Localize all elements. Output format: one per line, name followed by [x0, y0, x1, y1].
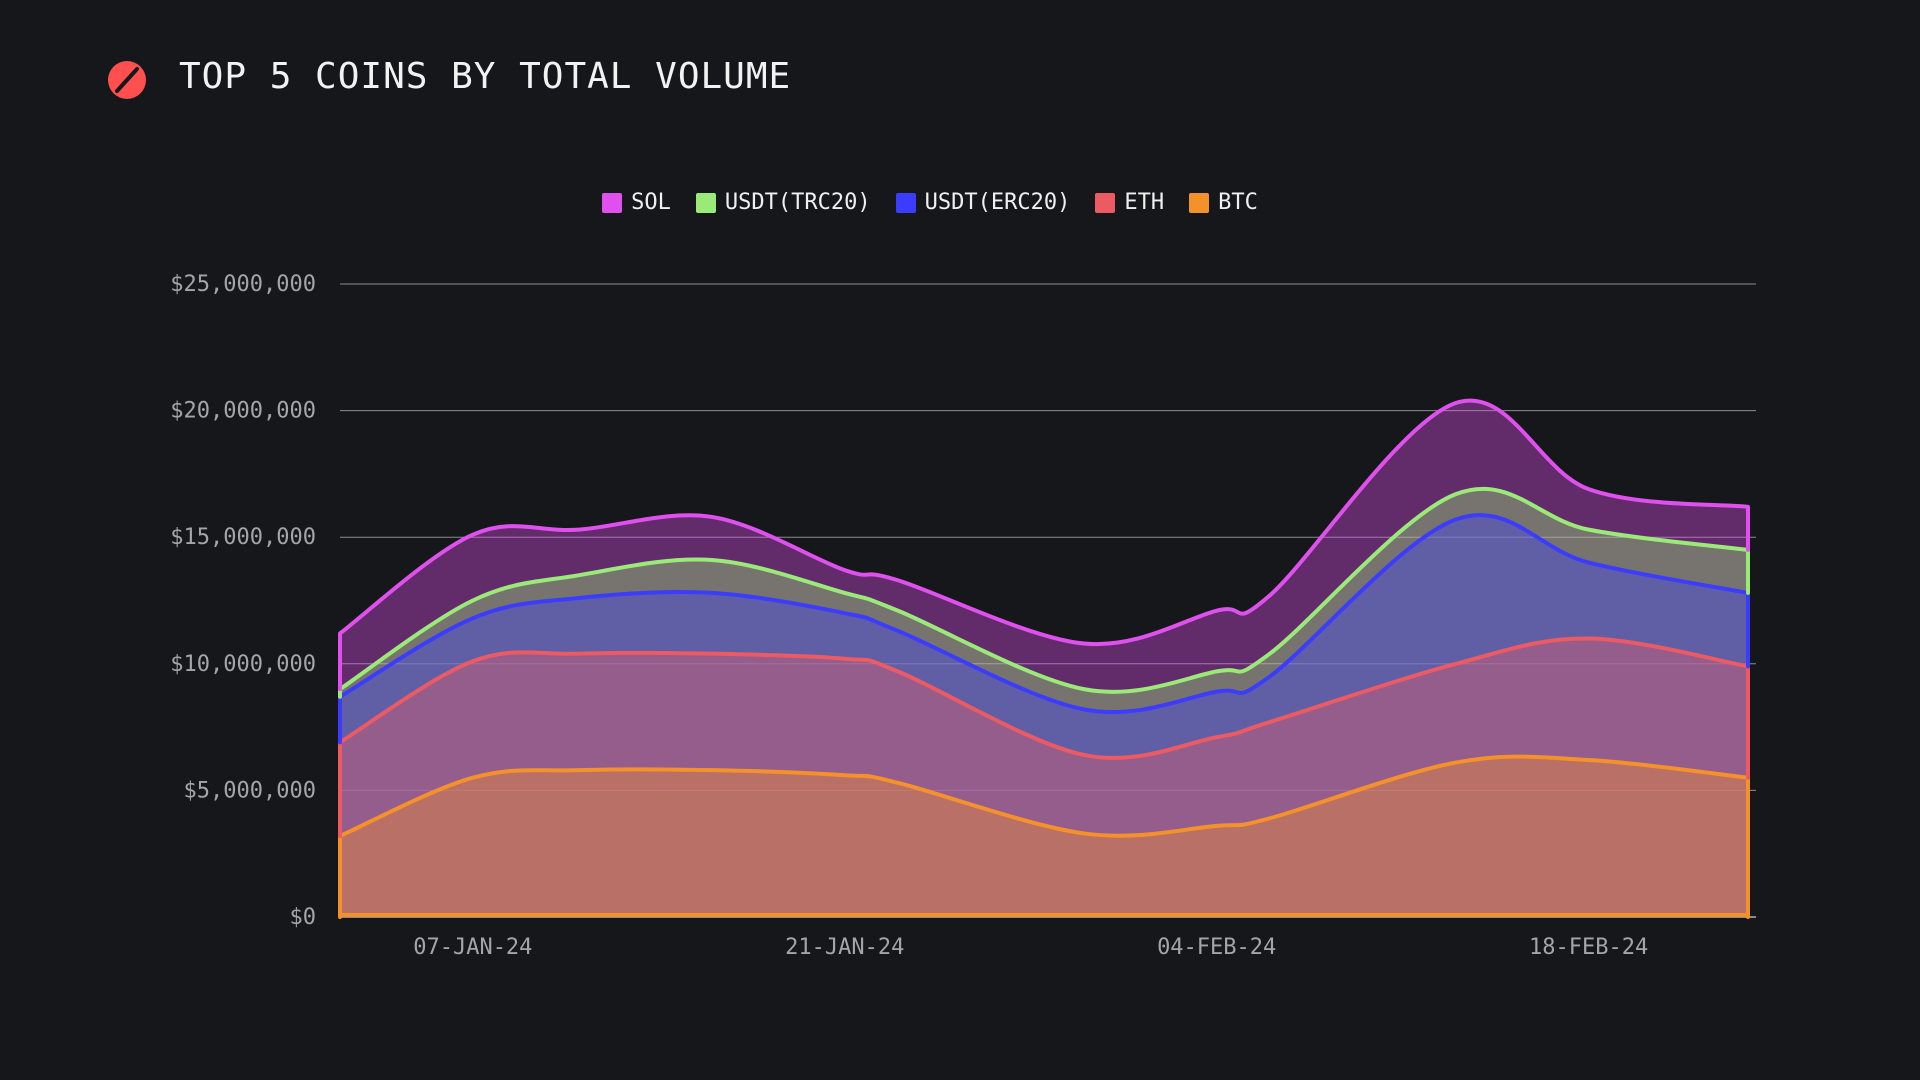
- x-tick-label: 04-FEB-24: [1157, 935, 1276, 960]
- legend-item[interactable]: USDT(TRC20): [695, 190, 871, 215]
- y-tick-label: $0: [290, 905, 317, 930]
- y-tick-label: $25,000,000: [170, 272, 316, 297]
- area-fill-usdt-erc20-: [340, 515, 1748, 917]
- chart-legend: SOL USDT(TRC20) USDT(ERC20) ETH BTC: [0, 190, 1890, 215]
- legend-label: BTC: [1218, 190, 1258, 215]
- legend-swatch: [695, 192, 716, 213]
- legend-item[interactable]: SOL: [602, 190, 671, 215]
- series-line-btc: [338, 754, 1750, 919]
- chart-title: TOP 5 COINS BY TOTAL VOLUME: [179, 56, 792, 97]
- legend-item[interactable]: USDT(ERC20): [895, 190, 1071, 215]
- legend-item[interactable]: ETH: [1095, 190, 1164, 215]
- legend-swatch: [1095, 192, 1116, 213]
- series-line-usdt-trc20-: [338, 486, 1750, 699]
- series-line-usdt-erc20-: [338, 513, 1750, 745]
- x-tick-label: 18-FEB-24: [1529, 935, 1648, 960]
- series-line-sol: [338, 398, 1750, 692]
- series-line-eth: [338, 636, 1750, 838]
- legend-swatch: [602, 192, 623, 213]
- legend-label: SOL: [631, 190, 671, 215]
- area-fill-usdt-trc20-: [340, 488, 1748, 917]
- legend-swatch: [895, 192, 916, 213]
- area-fill-sol: [340, 400, 1748, 917]
- area-fill-btc: [340, 756, 1748, 917]
- logo-icon: [108, 61, 146, 99]
- y-tick-label: $20,000,000: [170, 399, 316, 424]
- x-tick-label: 07-JAN-24: [413, 935, 532, 960]
- y-tick-label: $5,000,000: [184, 778, 316, 803]
- legend-label: USDT(ERC20): [924, 190, 1071, 215]
- legend-item[interactable]: BTC: [1189, 190, 1258, 215]
- legend-swatch: [1189, 192, 1210, 213]
- area-fill-eth: [340, 638, 1748, 917]
- y-tick-label: $10,000,000: [170, 652, 316, 677]
- y-tick-label: $15,000,000: [170, 525, 316, 550]
- x-tick-label: 21-JAN-24: [785, 935, 904, 960]
- legend-label: ETH: [1124, 190, 1165, 215]
- legend-label: USDT(TRC20): [724, 190, 871, 215]
